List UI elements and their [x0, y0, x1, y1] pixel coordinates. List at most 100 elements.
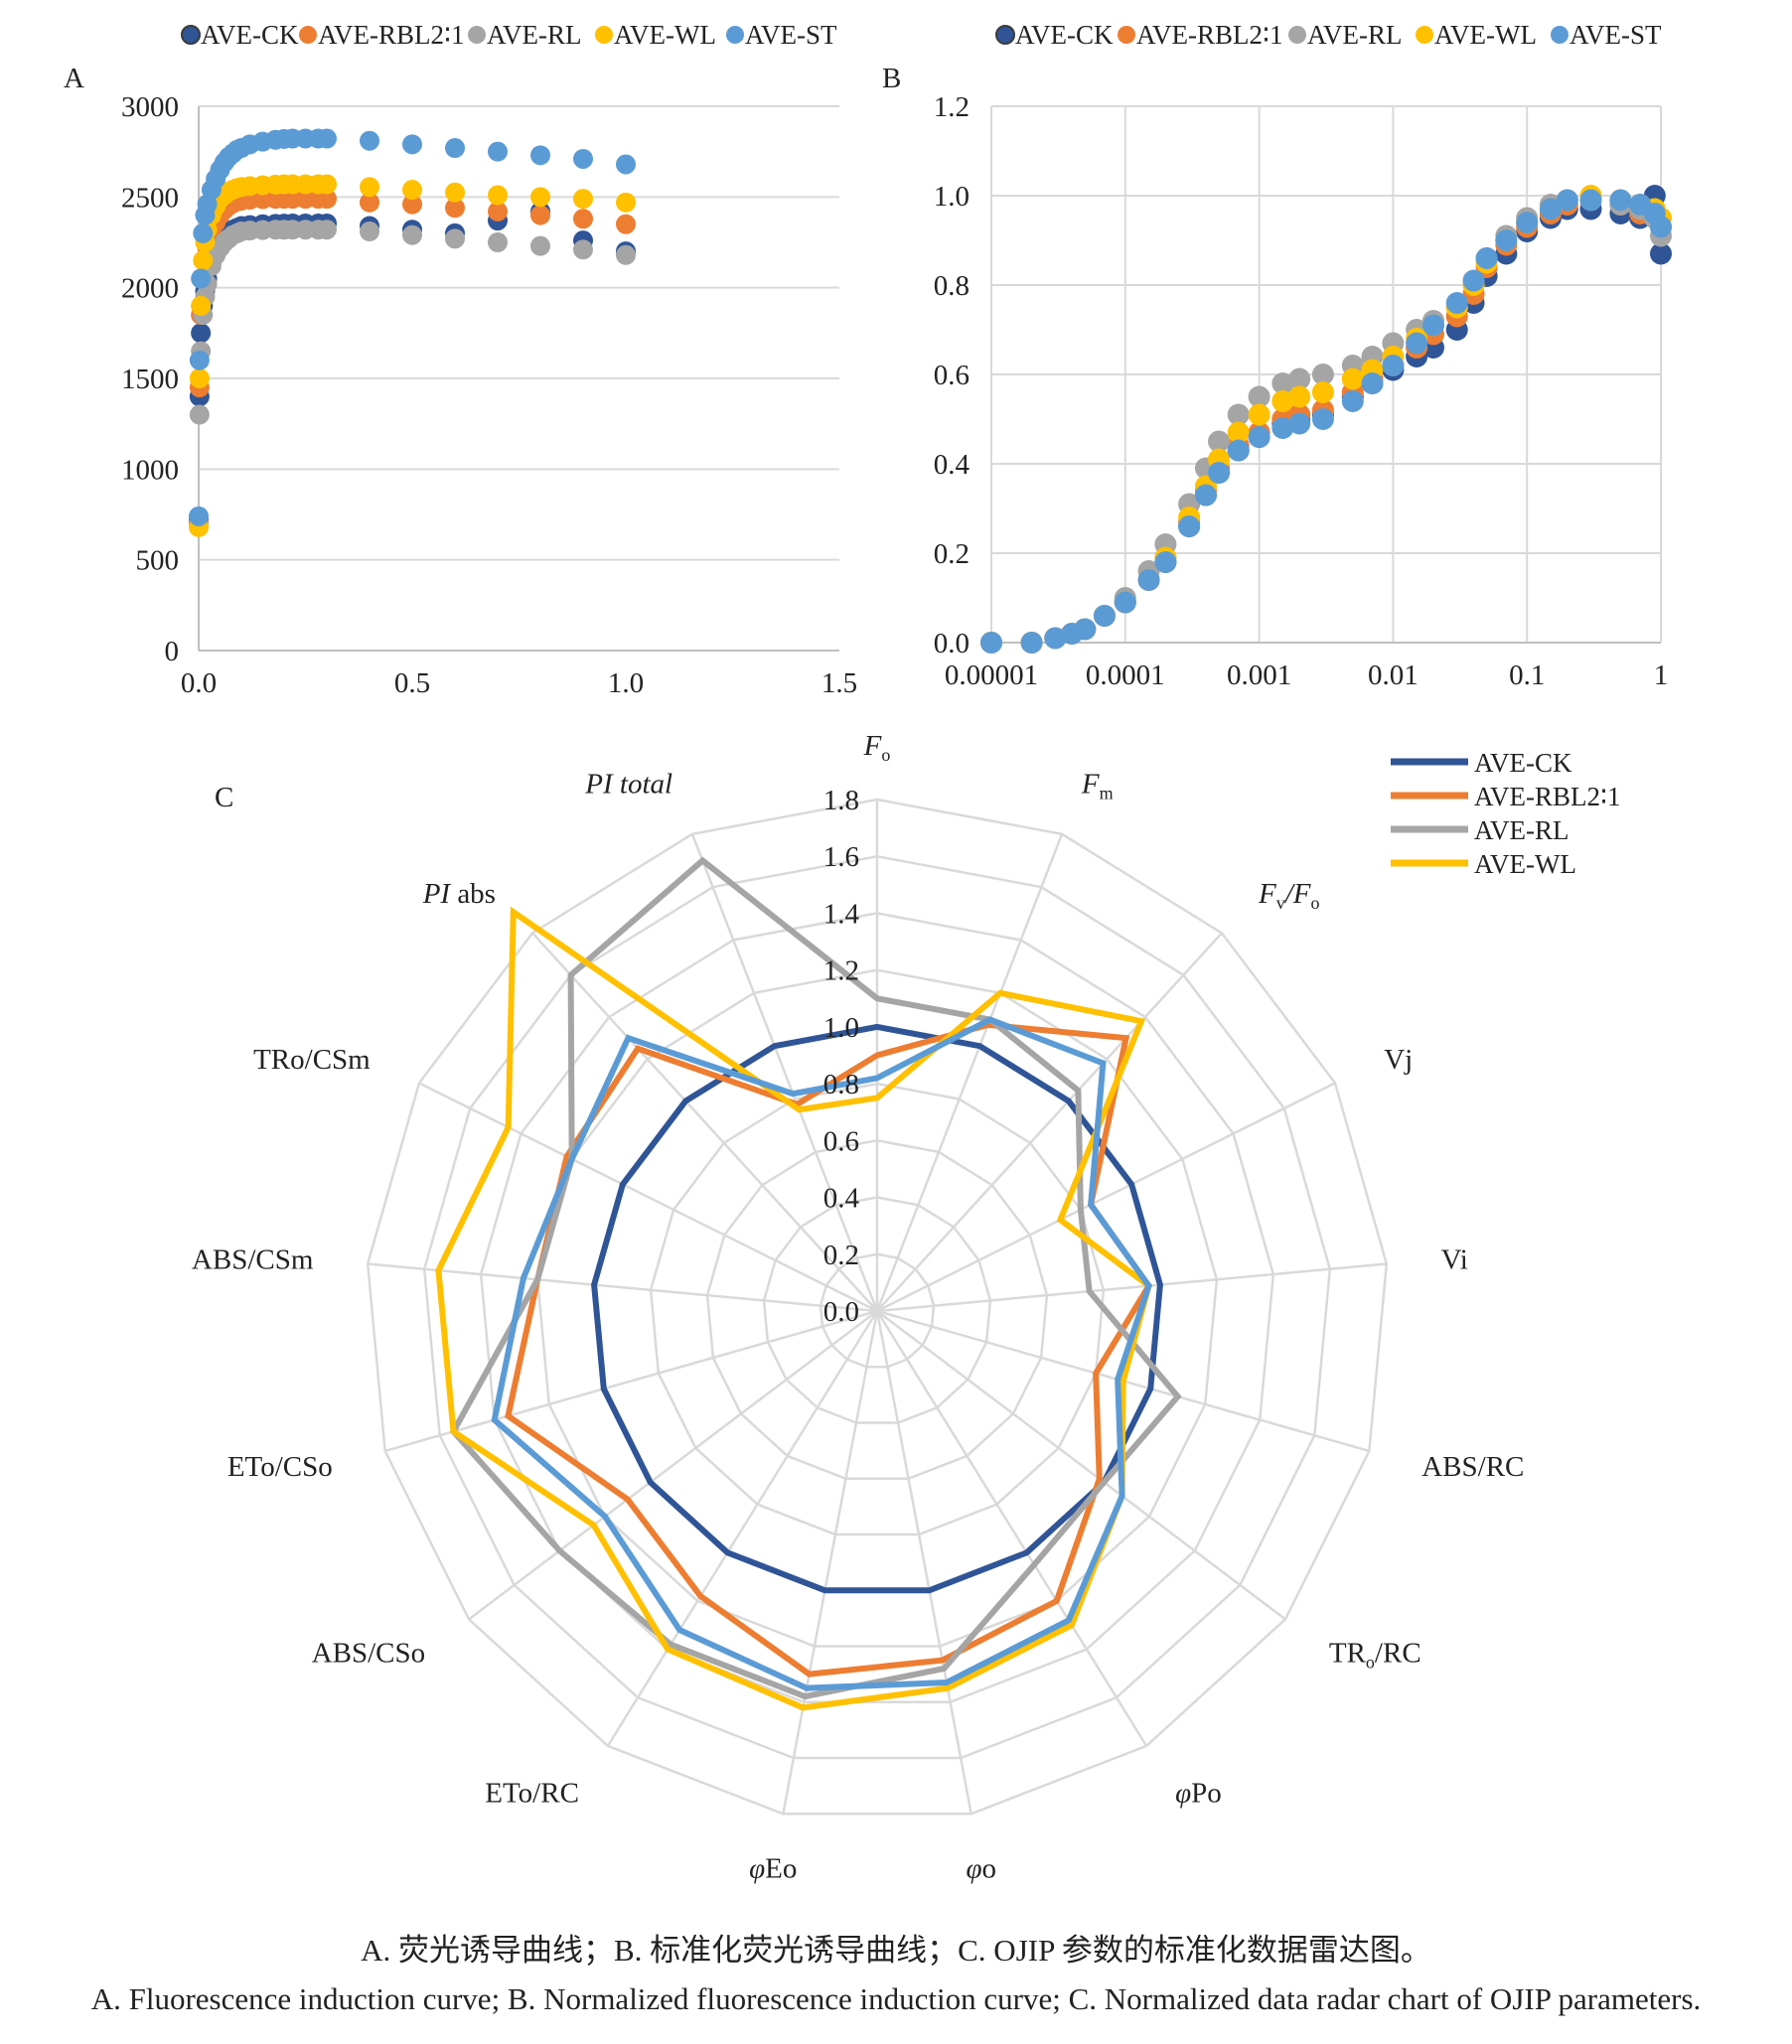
- panel-c-grid-ring: [705, 1139, 1049, 1480]
- panel-c-axis-label-abs-rc: ABS/RC: [1421, 1451, 1524, 1483]
- panel-a-point-ave-rl: [445, 228, 465, 249]
- panel-c-radial-tick-label: 0.0: [823, 1296, 859, 1328]
- panel-c-radial-tick-label: 0.8: [823, 1069, 859, 1100]
- legend-marker-ave-st: [726, 26, 744, 44]
- panel-c-spoke: [876, 932, 1223, 1312]
- panel-c-grid-ring: [422, 854, 1332, 1760]
- panel-b-point-ave-st: [1248, 426, 1270, 448]
- panel-b-x-tick-label: 0.0001: [1086, 659, 1165, 691]
- panel-c-spoke: [690, 833, 879, 1312]
- panel-a-point-ave-wl: [402, 180, 422, 201]
- panel-b-x-tick-label: 1: [1654, 659, 1669, 691]
- legend-label-ave-ck: AVE-CK: [201, 20, 299, 50]
- panel-c-spoke: [875, 1310, 1148, 1747]
- panel-c-axis-label-pi-total: PI total: [584, 768, 672, 800]
- panel-a-point-ave-st: [445, 138, 465, 159]
- panel-b-point-ave-st: [1114, 591, 1136, 614]
- legend-label-ave-st: AVE-ST: [745, 20, 837, 50]
- panel-a-point-ave-rl: [616, 244, 636, 265]
- panel-a-point-ave-wl: [360, 177, 379, 198]
- legend-marker-ave-rbl2-1: [299, 26, 317, 44]
- legend-label-ave-ck: AVE-CK: [1015, 20, 1114, 50]
- panel-b-point-ave-st: [1178, 515, 1201, 537]
- panel-a-point-ave-wl: [573, 189, 593, 210]
- panel-a-point-ave-st: [360, 130, 379, 151]
- panel-b-point-ave-st: [1495, 229, 1518, 251]
- panel-a-point-ave-rbl2-1: [445, 198, 465, 219]
- panel-c-radial-tick-label: 1.6: [823, 841, 859, 873]
- panel-c-radial-tick-label: 1.2: [823, 955, 859, 987]
- panel-a-point-ave-ck: [191, 323, 212, 344]
- panel-a-label: A: [64, 63, 84, 94]
- panel-a-point-ave-rl: [402, 224, 422, 245]
- panel-b-point-ave-st: [1194, 484, 1217, 507]
- panel-a-point-ave-st: [573, 148, 593, 169]
- panel-a-point-ave-rl: [488, 232, 508, 252]
- panel-c-axis-label-abs-csm: ABS/CSm: [192, 1243, 314, 1275]
- panel-b-point-ave-st: [1650, 216, 1672, 238]
- panel-a-point-ave-rbl2-1: [530, 205, 550, 225]
- panel-c-spoke: [606, 1310, 879, 1747]
- panel-b-x-tick-label: 0.01: [1368, 659, 1419, 691]
- panel-c-axis-label-vi: Vi: [1441, 1243, 1468, 1275]
- figure-canvas: A AVE-CK AVE-RBL2∶1 AVE-RL AVE-WL AVE-ST 0 500 1…: [64, 20, 1672, 1884]
- panel-b-point-ave-st: [1556, 189, 1578, 212]
- panel-a-point-ave-rl: [189, 404, 210, 425]
- panel-a-point-ave-wl: [530, 187, 550, 208]
- panel-a-point-ave-wl: [488, 185, 508, 206]
- panel-b-point-ave-st: [1341, 390, 1364, 412]
- panel-b-point-ave-rl: [1288, 367, 1311, 390]
- panel-c-legend-label-ave-rl: AVE-RL: [1474, 815, 1569, 845]
- panel-b-point-ave-st: [1288, 412, 1311, 435]
- panel-b-point-ave-st: [1445, 292, 1468, 314]
- panel-b-y-tick-label: 1.2: [934, 91, 970, 123]
- panel-a-y-tick-label: 0: [165, 636, 180, 667]
- panel-a-x-tick-label: 0.5: [394, 667, 430, 699]
- panel-c-radial-tick-label: 1.4: [823, 898, 860, 930]
- panel-a-x-tick-label: 1.5: [821, 667, 857, 699]
- legend-label-ave-wl: AVE-WL: [1434, 20, 1537, 50]
- panel-b-point-ave-st: [1475, 247, 1498, 269]
- panel-b-point-ave-st: [1208, 462, 1231, 484]
- legend-marker-ave-ck: [995, 25, 1015, 45]
- panel-c-axis-label-fm: Fm: [1081, 768, 1114, 803]
- legend-label-ave-st: AVE-ST: [1569, 20, 1662, 50]
- panel-a-point-ave-rbl2-1: [317, 189, 337, 210]
- legend-marker-ave-st: [1551, 26, 1568, 44]
- panel-b-y-tick-label: 0.4: [934, 449, 971, 481]
- panel-c-grid-ring: [535, 968, 1219, 1648]
- panel-a-point-ave-st: [488, 141, 508, 162]
- caption-english: A. Fluorescence induction curve; B. Norm…: [90, 1981, 1702, 2016]
- panel-c-legend-label-ave-ck: AVE-CK: [1474, 748, 1572, 778]
- panel-c-radial-tick-label: 0.2: [823, 1240, 859, 1271]
- panel-a-point-ave-wl: [317, 174, 337, 195]
- panel-a-point-ave-rbl2-1: [616, 214, 636, 234]
- legend-marker-ave-rl: [468, 26, 486, 44]
- panel-c-spoke: [876, 1310, 1286, 1621]
- panel-c-spoke: [875, 833, 1064, 1312]
- panel-b-point-ave-st: [1462, 269, 1485, 292]
- panel-c-grid-ring: [479, 912, 1275, 1703]
- panel-a-point-ave-st: [191, 268, 212, 289]
- legend-marker-ave-wl: [595, 26, 613, 44]
- panel-a-y-tick-label: 500: [136, 545, 180, 577]
- legend-marker-ave-wl: [1416, 26, 1433, 44]
- panel-b-point-ave-st: [980, 632, 1002, 654]
- panel-a-point-ave-rbl2-1: [488, 201, 508, 221]
- panel-c-radial-tick-label: 1.0: [823, 1012, 859, 1044]
- panel-b-point-ave-st: [1579, 189, 1602, 212]
- legend-marker-ave-rl: [1288, 26, 1306, 44]
- panel-a-y-tick-label: 3000: [121, 91, 179, 123]
- panel-b-y-tick-label: 0.0: [934, 628, 970, 659]
- panel-c-radar-chart: C 0.0 0.2 0.4 0.6 0.8 1.0 1.2 1.4 1.6 1.8Fo Fm Fv/Fo…: [192, 730, 1621, 1884]
- panel-c-axis-label-fv-fo: Fv/Fo: [1258, 878, 1320, 913]
- panel-b-point-ave-st: [1154, 551, 1177, 573]
- panel-c-axis-label-o: φo: [966, 1852, 996, 1884]
- panel-b-point-ave-st: [1382, 355, 1405, 376]
- panel-b-x-tick-label: 0.1: [1509, 659, 1545, 691]
- panel-b-point-ave-st: [1539, 198, 1562, 220]
- panel-b-label: B: [882, 63, 901, 94]
- panel-c-axis-label-eto-cso: ETo/CSo: [227, 1451, 333, 1483]
- panel-c-grid-ring: [649, 1082, 1106, 1536]
- panel-a-point-ave-wl: [193, 250, 214, 271]
